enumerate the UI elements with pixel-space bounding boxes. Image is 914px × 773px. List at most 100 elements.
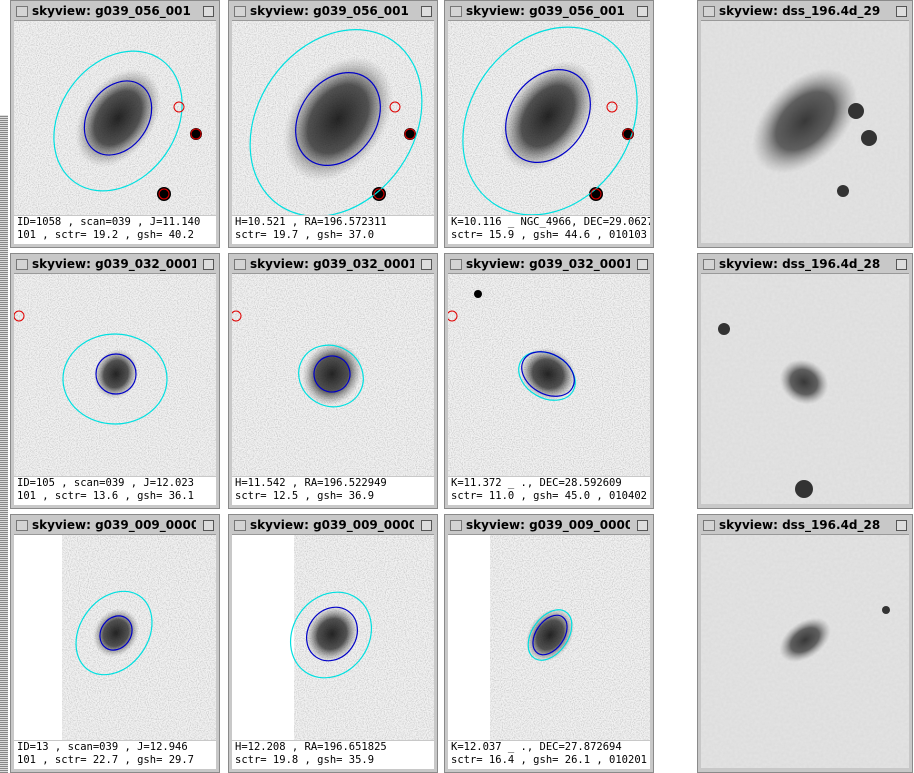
- image-canvas: [448, 535, 650, 740]
- skyview-window: skyview: g039_009_0000 K=12.037 _ ., DEC=…: [444, 514, 654, 773]
- window-title: skyview: g039_056_001: [466, 4, 625, 18]
- window-title: skyview: g039_009_0000: [466, 518, 630, 532]
- image-canvas: [230, 274, 434, 476]
- maximize-button[interactable]: [896, 520, 907, 531]
- star: [404, 128, 416, 140]
- sky-image: [701, 274, 909, 504]
- skyview-window: skyview: g039_056_001 H=10.521 , RA=196.5…: [228, 0, 438, 248]
- sky-image: [14, 21, 216, 215]
- title-bar: skyview: g039_032_0001: [232, 256, 434, 274]
- caption: H=10.521 , RA=196.572311 sctr= 19.7 , gsh…: [232, 216, 434, 244]
- window-menu[interactable]: [234, 259, 246, 270]
- window-menu[interactable]: [234, 520, 246, 531]
- maximize-button[interactable]: [637, 6, 648, 17]
- maximize-button[interactable]: [896, 6, 907, 17]
- title-bar: skyview: g039_032_0001: [448, 256, 650, 274]
- masked-source: [13, 310, 25, 322]
- caption: K=10.116 _ NGC_4966, DEC=29.06275 sctr= 1…: [448, 216, 650, 244]
- caption-line: sctr= 19.8 , gsh= 35.9: [235, 754, 375, 766]
- image-canvas: [14, 21, 216, 215]
- skyview-window: skyview: dss_196.4d_28: [697, 253, 913, 509]
- sky-image: [14, 535, 216, 740]
- title-bar: skyview: g039_032_0001: [14, 256, 216, 274]
- image-canvas: [701, 21, 909, 243]
- skyview-window: skyview: g039_032_0001 ID=105 , scan=039 …: [10, 253, 220, 509]
- maximize-button[interactable]: [203, 259, 214, 270]
- window-title: skyview: dss_196.4d_28: [719, 518, 881, 532]
- window-title: skyview: g039_056_001: [32, 4, 191, 18]
- maximize-button[interactable]: [421, 259, 432, 270]
- sky-image: [446, 274, 650, 476]
- inner-aperture: [532, 614, 568, 656]
- caption-line: sctr= 16.4 , gsh= 26.1 , 010201: [451, 754, 647, 766]
- galaxy: [520, 347, 576, 401]
- window-menu[interactable]: [703, 6, 715, 17]
- star: [718, 323, 730, 335]
- window-title: skyview: dss_196.4d_28: [719, 257, 881, 271]
- title-bar: skyview: g039_056_001: [448, 3, 650, 21]
- window-title: skyview: dss_196.4d_29: [719, 4, 881, 18]
- inner-aperture: [521, 351, 575, 397]
- inner-aperture: [295, 72, 381, 166]
- masked-source: [606, 101, 618, 113]
- caption-line: H=11.542 , RA=196.522949: [235, 477, 387, 489]
- window-menu[interactable]: [16, 6, 28, 17]
- caption-line: 101 , sctr= 22.7 , gsh= 29.7: [17, 754, 195, 766]
- window-menu[interactable]: [450, 6, 462, 17]
- maximize-button[interactable]: [637, 520, 648, 531]
- caption-line: sctr= 12.5 , gsh= 36.9: [235, 490, 375, 502]
- title-bar: skyview: g039_009_0000: [448, 517, 650, 535]
- galaxy: [752, 68, 858, 174]
- outer-aperture: [62, 333, 168, 425]
- skyview-window: skyview: dss_196.4d_28: [697, 514, 913, 773]
- skyview-window: skyview: g039_009_0000 H=12.208 , RA=196.…: [228, 514, 438, 773]
- outer-aperture: [527, 609, 573, 661]
- title-bar: skyview: g039_056_001: [14, 3, 216, 21]
- caption: K=12.037 _ ., DEC=27.872694 sctr= 16.4 , …: [448, 741, 650, 769]
- masked-source: [389, 101, 401, 113]
- window-menu[interactable]: [450, 520, 462, 531]
- window-menu[interactable]: [703, 520, 715, 531]
- sky-image: [448, 535, 650, 740]
- maximize-button[interactable]: [203, 520, 214, 531]
- skyview-window: skyview: g039_032_0001 H=11.542 , RA=196.…: [228, 253, 438, 509]
- caption: ID=13 , scan=039 , J=12.946 101 , sctr= 2…: [14, 741, 216, 769]
- maximize-button[interactable]: [203, 6, 214, 17]
- outer-aperture: [249, 29, 423, 217]
- maximize-button[interactable]: [896, 259, 907, 270]
- caption: ID=105 , scan=039 , J=12.023 101 , sctr= …: [14, 477, 216, 505]
- sky-image: [701, 535, 909, 768]
- outer-aperture: [289, 591, 373, 679]
- caption-line: ID=13 , scan=039 , J=12.946: [17, 741, 188, 753]
- scroll-strip: [0, 115, 8, 773]
- caption-line: 101 , sctr= 13.6 , gsh= 36.1: [17, 490, 195, 502]
- image-canvas: [14, 535, 216, 740]
- window-menu[interactable]: [450, 259, 462, 270]
- caption-line: K=12.037 _ ., DEC=27.872694: [451, 741, 622, 753]
- title-bar: skyview: dss_196.4d_28: [701, 517, 909, 535]
- sky-image: [13, 274, 216, 476]
- window-menu[interactable]: [234, 6, 246, 17]
- no-data-region: [232, 535, 294, 740]
- inner-aperture: [99, 615, 133, 651]
- image-canvas: [232, 21, 434, 217]
- maximize-button[interactable]: [421, 520, 432, 531]
- masked-source: [373, 188, 385, 200]
- window-menu[interactable]: [16, 259, 28, 270]
- window-title: skyview: g039_056_001: [250, 4, 409, 18]
- caption: K=11.372 _ ., DEC=28.592609 sctr= 11.0 , …: [448, 477, 650, 505]
- window-menu[interactable]: [703, 259, 715, 270]
- window-menu[interactable]: [16, 520, 28, 531]
- sky-image: [232, 535, 434, 740]
- image-canvas: [701, 274, 909, 504]
- sky-image: [230, 274, 434, 476]
- skyview-window: skyview: g039_056_001 K=10.116 _ NGC_4966…: [444, 0, 654, 248]
- sky-image: [701, 21, 909, 243]
- maximize-button[interactable]: [637, 259, 648, 270]
- outer-aperture: [53, 50, 183, 192]
- maximize-button[interactable]: [421, 6, 432, 17]
- star: [474, 290, 482, 298]
- image-canvas: [448, 21, 650, 216]
- skyview-window: skyview: g039_032_0001 K=11.372 _ ., DEC=…: [444, 253, 654, 509]
- title-bar: skyview: g039_009_0000: [14, 517, 216, 535]
